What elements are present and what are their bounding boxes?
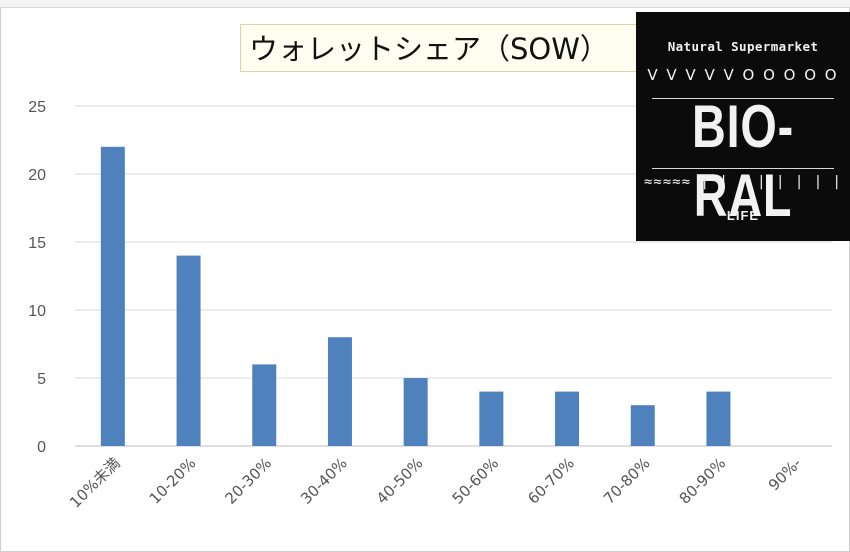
bar-1 <box>176 255 201 446</box>
y-axis-ticks: 0 5 10 15 20 25 <box>28 99 46 456</box>
y-tick-label: 20 <box>28 167 46 184</box>
logo-line-1: Natural Supermarket <box>667 39 819 54</box>
x-tick-label: 40-50% <box>373 454 427 508</box>
y-tick-label: 10 <box>28 303 46 320</box>
x-tick-label: 10-20% <box>146 454 200 508</box>
bar-6 <box>555 391 580 446</box>
x-tick-label: 30-40% <box>297 454 351 508</box>
bar-2 <box>252 364 277 446</box>
chart-title: ウォレットシェア（SOW） <box>240 24 648 72</box>
x-tick-label: 60-70% <box>524 454 578 508</box>
bar-4 <box>403 378 428 446</box>
top-strip <box>0 0 850 8</box>
y-tick-label: 25 <box>28 99 46 116</box>
x-tick-label: 70-80% <box>600 454 654 508</box>
logo-line-4: ≈≈≈≈≈ | | | | | | | | <box>643 174 842 190</box>
bars <box>100 146 731 447</box>
x-tick-label: 90%- <box>765 454 805 494</box>
logo-tagline: LIFE <box>726 208 760 223</box>
x-axis-ticks: 10%未満 10-20% 20-30% 30-40% 40-50% 50-60% 60-70… <box>66 454 805 512</box>
y-tick-label: 15 <box>28 235 46 252</box>
x-tick-label: 80-90% <box>676 454 730 508</box>
x-tick-label: 50-60% <box>449 454 503 508</box>
bar-8 <box>706 391 731 446</box>
bar-5 <box>479 391 504 446</box>
y-tick-label: 0 <box>37 439 46 456</box>
x-tick-label: 10%未満 <box>66 454 124 512</box>
bar-0 <box>100 146 125 447</box>
bar-3 <box>327 337 352 446</box>
logo-rule-top <box>652 98 834 99</box>
logo-line-2: V V V V V O O O O O <box>647 66 839 84</box>
logo-name: BIO-RAL <box>692 93 794 229</box>
x-tick-label: 20-30% <box>221 454 275 508</box>
bio-ral-logo: Natural Supermarket V V V V V O O O O O … <box>636 12 850 241</box>
bar-7 <box>630 405 655 446</box>
logo-rule-bottom <box>652 168 834 169</box>
y-tick-label: 5 <box>37 371 46 388</box>
